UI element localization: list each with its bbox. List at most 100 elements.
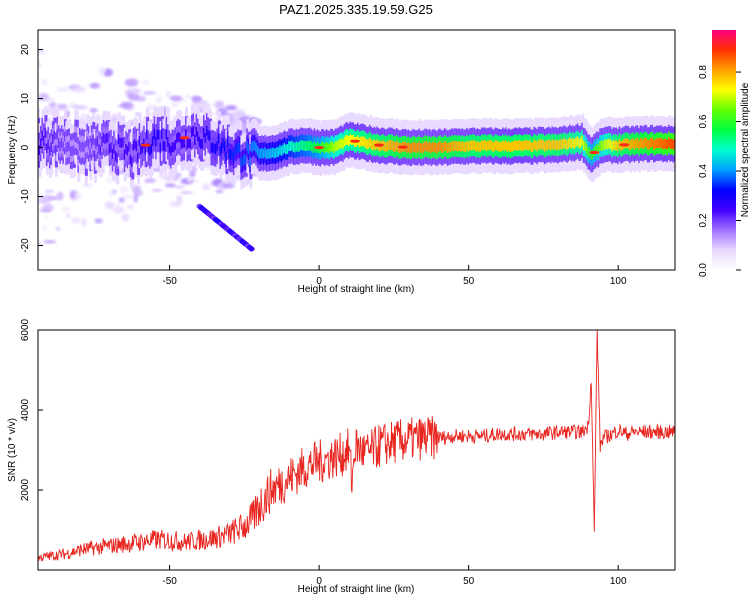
spectrogram-noise-blob	[170, 102, 180, 108]
spectrogram-noise-blob	[56, 103, 68, 111]
spectrogram-noise-blob	[94, 218, 103, 224]
spectrogram-noise-blob	[166, 90, 171, 98]
spectrogram-hotspot	[397, 145, 408, 149]
colorbar-label: Normalized spectral amplitude	[740, 82, 750, 217]
snr-y-tick-label: 4000	[20, 398, 31, 421]
spectrogram-hotspot	[373, 143, 384, 147]
spectrogram-noise-blob	[127, 92, 139, 101]
snr-x-tick-label: 100	[610, 576, 627, 587]
spectrogram-noise-blob	[141, 80, 150, 85]
spectrogram-hotspot	[619, 143, 630, 147]
snr-x-tick-label: -50	[162, 576, 177, 587]
spectrogram-noise-blob	[112, 189, 117, 195]
spectrogram-hotspot	[179, 136, 190, 140]
snr-series-line	[38, 330, 675, 562]
spectrogram-noise-blob	[187, 175, 192, 183]
spectrogram-noise-blob	[42, 224, 47, 232]
spectrogram-noise-blob	[110, 113, 120, 123]
spectrogram-noise-blob	[98, 67, 106, 76]
spectrogram-noise-blob	[202, 183, 211, 191]
spectrogram-noise-blob	[114, 203, 121, 207]
spectrogram-hotspot	[314, 145, 325, 150]
spectrogram-noise-blob	[185, 94, 190, 99]
colorbar-ticks: 0.0 0.2 0.4 0.6 0.8	[698, 65, 741, 277]
spectrogram-noise-blob	[81, 218, 87, 227]
colorbar-tick-label: 0.2	[698, 213, 709, 227]
spectrogram-noise-blob	[105, 201, 115, 209]
spectrogram-y-tick-label: 0	[20, 144, 31, 150]
spectrogram-noise-blob	[155, 95, 162, 104]
spectrogram-noise-blob	[124, 78, 139, 87]
spectrogram-noise-blob	[118, 197, 125, 203]
spectrogram-noise-blob	[44, 189, 55, 194]
spectrogram-noise-blob	[48, 102, 57, 109]
spectrogram-noise-blob	[56, 86, 70, 93]
spectrogram-noise-blob	[122, 194, 137, 199]
colorbar-tick-label: 0.4	[698, 164, 709, 178]
spectrogram-cell	[672, 139, 675, 150]
spectrogram-noise-blob	[105, 177, 114, 183]
spectrogram-frame	[37, 29, 676, 271]
spectrogram-noise-blob	[72, 86, 87, 93]
spectrogram-noise-blob	[89, 108, 98, 113]
spectrogram-noise-blob	[214, 100, 225, 109]
spectrogram-y-tick-label: -10	[20, 189, 31, 204]
spectrogram-noise-blob	[174, 185, 185, 190]
spectrogram-noise-blob	[66, 213, 71, 218]
spectrogram-streak-blob	[248, 246, 255, 252]
spectrogram-noise-blob	[43, 240, 57, 244]
snr-x-tick-label: 50	[463, 576, 475, 587]
spectrogram-noise-blob	[191, 95, 202, 102]
spectrogram-noise-blob	[143, 90, 156, 95]
spectrogram-noise-blob	[111, 206, 125, 214]
spectrogram-noise-blob	[119, 185, 129, 194]
spectrogram-noise-blob	[120, 101, 132, 109]
snr-frame	[37, 329, 676, 571]
spectrogram-hotspot	[140, 143, 151, 147]
spectrogram-noise-blob	[41, 78, 48, 86]
spectrogram-noise-blob	[89, 82, 101, 89]
spectrogram-heatmap	[38, 48, 675, 252]
spectrogram-y-tick-label: 20	[20, 44, 31, 56]
colorbar-tick-label: 0.8	[698, 65, 709, 79]
spectrogram-y-axis-label: Frequency (Hz)	[7, 116, 18, 185]
spectrogram-x-tick-label: -50	[162, 276, 177, 287]
spectrogram-noise-blob	[164, 183, 176, 188]
snr-y-tick-label: 2000	[20, 478, 31, 501]
snr-y-tick-label: 6000	[20, 318, 31, 341]
snr-ticks: -50 0 50 100 2000 4000 6000	[20, 318, 627, 587]
spectrogram-noise-blob	[215, 189, 224, 194]
chart-title: PAZ1.2025.335.19.59.G25	[279, 2, 433, 17]
spectrogram-noise-blob	[73, 105, 88, 110]
spectrogram-noise-blob	[121, 213, 130, 222]
spectrogram-noise-blob	[179, 191, 194, 195]
spectrogram-noise-blob	[71, 217, 82, 224]
spectrogram-noise-blob	[55, 226, 61, 231]
spectrogram-noise-blob	[38, 61, 42, 69]
spectrogram-noise-blob	[144, 178, 156, 183]
spectrogram-noise-blob	[44, 97, 56, 102]
colorbar-tick-label: 0.0	[698, 263, 709, 277]
spectrogram-noise-blob	[222, 182, 235, 189]
spectrogram-noise-blob	[40, 194, 53, 203]
snr-x-tick-label: 0	[316, 576, 322, 587]
spectrogram-noise-blob	[81, 183, 94, 188]
spectrogram-noise-blob	[56, 191, 64, 201]
spectrogram-noise-blob	[169, 95, 183, 102]
spectrogram-x-axis-label: Height of straight line (km)	[298, 284, 415, 295]
snr-panel: -50 0 50 100 2000 4000 6000 Height of straight…	[7, 318, 676, 595]
spectrogram-noise-blob	[42, 203, 54, 212]
spectrogram-x-tick-label: 100	[610, 276, 627, 287]
spectrogram-noise-blob	[143, 181, 149, 186]
colorbar-strip	[712, 30, 736, 270]
spectrogram-noise-blob	[38, 48, 46, 55]
spectrogram-x-tick-label: 0	[316, 276, 322, 287]
spectrogram-noise-blob	[231, 115, 239, 125]
spectrogram-noise-blob	[176, 195, 183, 204]
snr-y-axis-label: SNR (10 * v/v)	[7, 418, 18, 482]
spectrogram-noise-blob	[151, 188, 163, 192]
spectrogram-noise-blob	[126, 204, 135, 210]
